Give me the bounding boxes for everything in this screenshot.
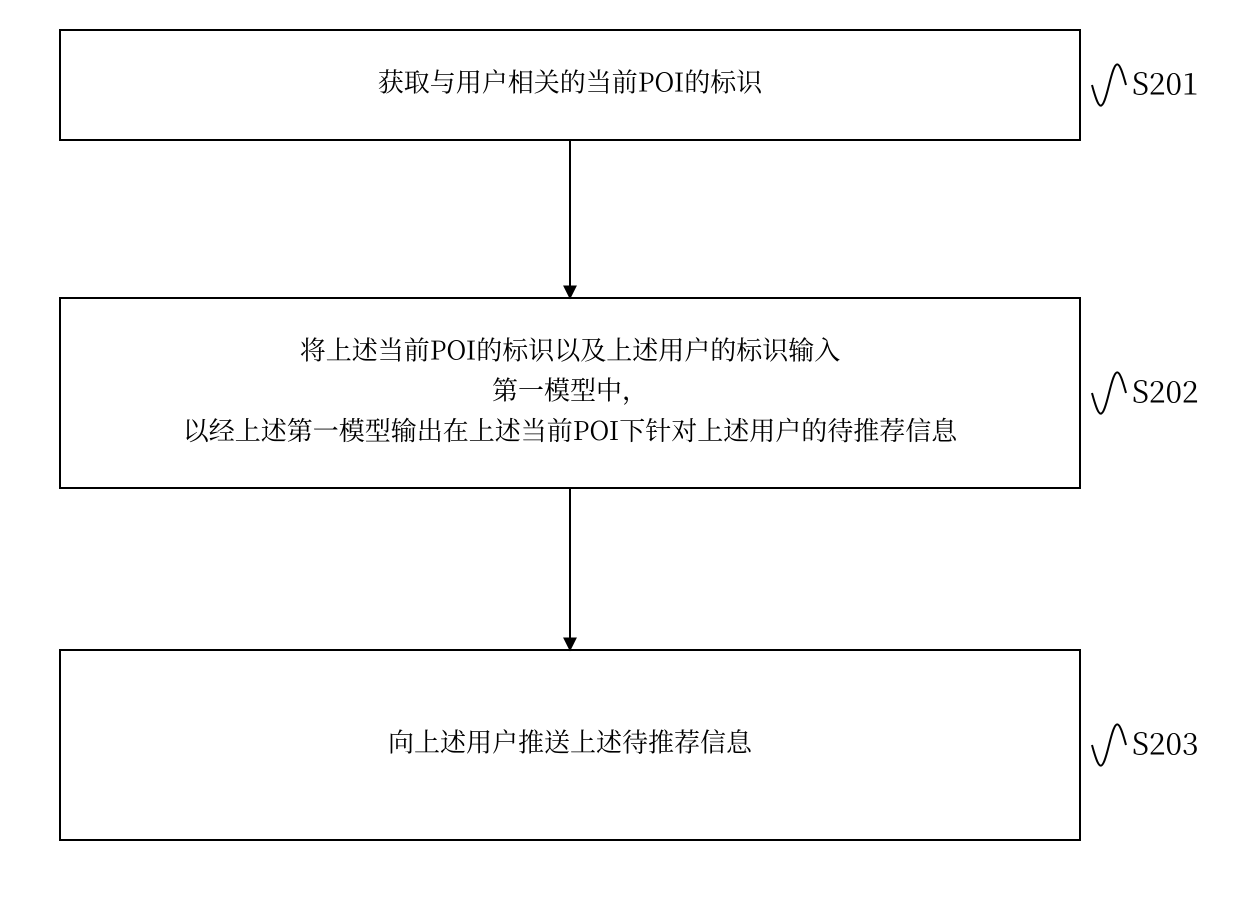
step-label: S203 bbox=[1132, 720, 1199, 764]
step-label: S202 bbox=[1132, 368, 1199, 412]
step-text: 将上述当前POI的标识以及上述用户的标识输入 bbox=[300, 330, 841, 367]
step-text: 向上述用户推送上述待推荐信息 bbox=[388, 723, 753, 760]
step-text: 第一模型中， bbox=[492, 371, 648, 408]
step-text: 获取与用户相关的当前POI的标识 bbox=[378, 63, 764, 100]
step-label: S201 bbox=[1132, 60, 1199, 104]
step-text: 以经上述第一模型输出在上述当前POI下针对上述用户的待推荐信息 bbox=[183, 411, 959, 448]
